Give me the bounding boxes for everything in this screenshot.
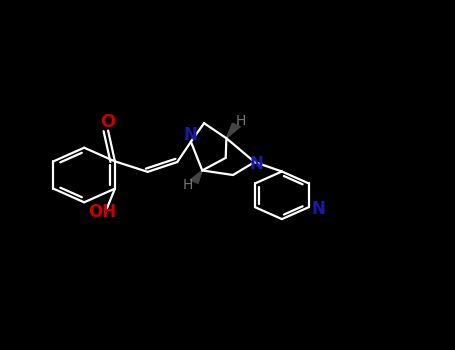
Polygon shape (227, 123, 240, 138)
Text: OH: OH (88, 203, 116, 222)
Text: O: O (100, 113, 115, 131)
Text: N: N (249, 155, 263, 173)
Polygon shape (190, 170, 202, 183)
Text: N: N (312, 200, 326, 218)
Text: N: N (184, 126, 198, 144)
Text: H: H (236, 114, 246, 128)
Text: H: H (182, 178, 193, 192)
